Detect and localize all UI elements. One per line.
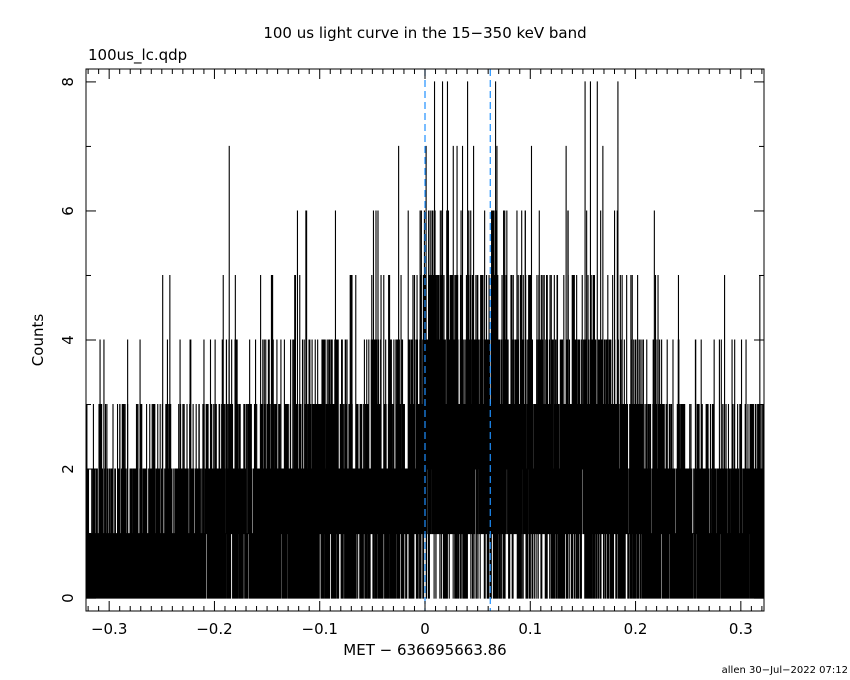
y-tick-label: 8 [59,77,77,87]
y-tick-label: 0 [59,593,77,603]
bars-group [85,81,765,599]
y-tick-labels: 0 2 4 6 8 [59,77,77,603]
y-tick-label: 4 [59,335,77,345]
light-curve-histogram [85,81,765,599]
x-tick-label: 0.1 [518,620,542,638]
y-tick-label: 6 [59,206,77,216]
footer-stamp: allen 30−Jul−2022 07:12 [722,665,848,676]
x-axis-label: MET − 636695663.86 [343,641,506,659]
x-tick-label: −0.2 [196,620,232,638]
x-tick-label: 0.3 [729,620,753,638]
axis-ticks [86,69,764,611]
chart-title: 100 us light curve in the 15−350 keV ban… [263,24,586,42]
file-label: 100us_lc.qdp [88,46,187,65]
y-tick-label: 2 [59,464,77,474]
x-tick-label: 0 [420,620,430,638]
x-tick-label: −0.3 [91,620,127,638]
x-tick-label: 0.2 [624,620,648,638]
y-axis-label: Counts [29,314,47,367]
marker-lines [424,69,491,611]
x-tick-labels: −0.3 −0.2 −0.1 0 0.1 0.2 0.3 [91,620,753,638]
x-tick-label: −0.1 [302,620,338,638]
